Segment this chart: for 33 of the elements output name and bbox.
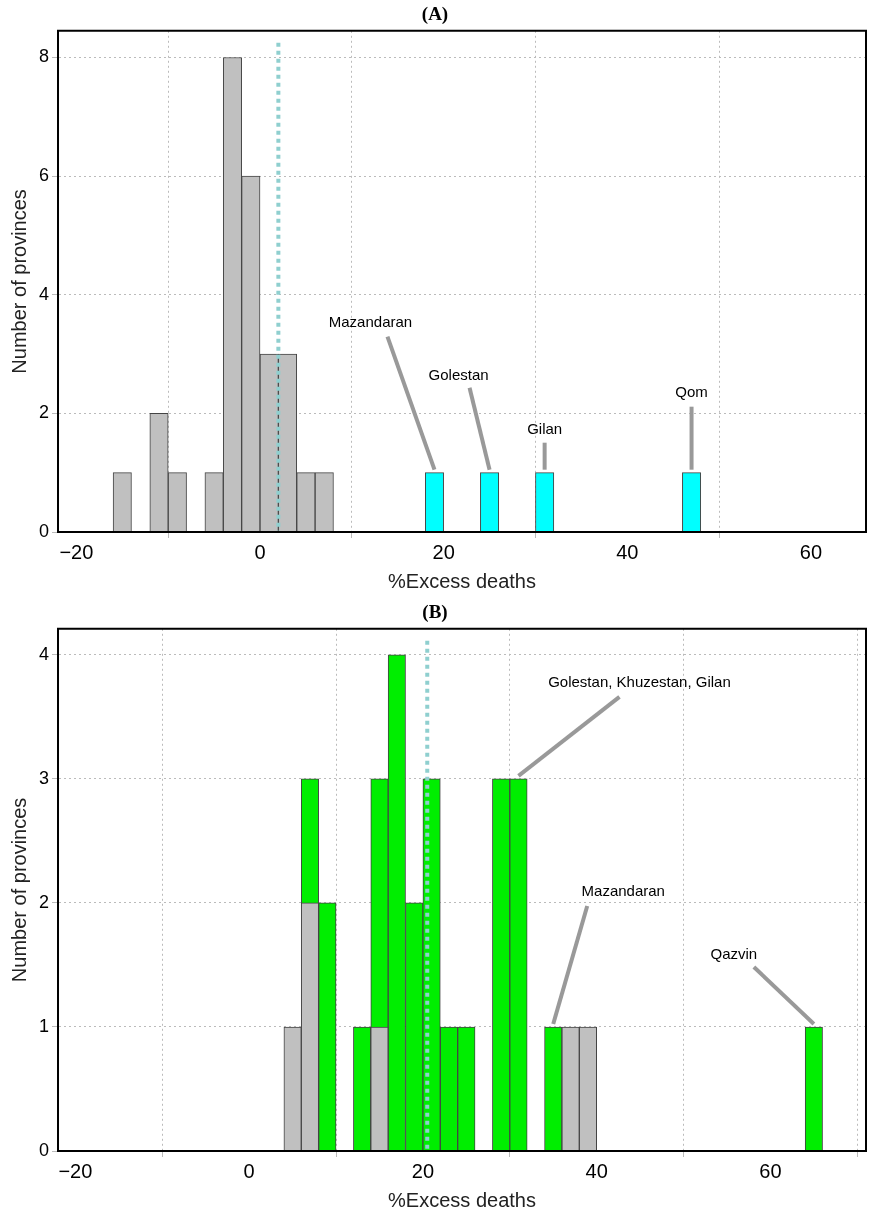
y-tick-label: 0 — [39, 520, 50, 541]
x-tick-label: 40 — [585, 1159, 608, 1182]
chart-title: (A) — [421, 3, 449, 26]
annotation: Golestan, Khuzestan, Gilan — [548, 673, 731, 691]
x-tick-label: 40 — [616, 540, 639, 563]
y-tick-label: 6 — [39, 165, 50, 186]
annotation: Qom — [675, 382, 708, 400]
y-axis-title: Number of provinces — [7, 189, 30, 374]
x-axis-title: %Excess deaths — [388, 569, 536, 592]
annotation: Gilan — [527, 419, 563, 437]
y-tick-label: 4 — [39, 643, 50, 664]
y-tick-label: 0 — [39, 1139, 50, 1160]
y-axis-title: Number of provinces — [7, 797, 30, 983]
y-tick-label: 2 — [39, 891, 50, 912]
x-tick-label: 20 — [411, 1159, 435, 1182]
y-tick-label: 4 — [39, 283, 50, 304]
x-tick-label: 20 — [432, 540, 455, 563]
annotation: Mazandaran — [328, 312, 413, 330]
x-axis-title: %Excess deaths — [388, 1188, 536, 1211]
y-tick-label: 8 — [39, 46, 50, 67]
x-tick-label: −20 — [58, 1159, 93, 1182]
chart-title: (B) — [422, 601, 448, 624]
x-tick-label: 0 — [243, 1159, 255, 1182]
annotation: Qazvin — [710, 945, 758, 963]
x-tick-label: 60 — [799, 540, 823, 563]
annotation: Mazandaran — [581, 882, 665, 900]
y-tick-label: 2 — [39, 402, 50, 423]
y-tick-label: 3 — [39, 767, 50, 788]
annotation: Golestan — [428, 365, 489, 383]
y-tick-label: 1 — [39, 1015, 50, 1036]
x-tick-label: 60 — [759, 1159, 782, 1182]
x-tick-label: −20 — [59, 540, 94, 563]
x-tick-label: 0 — [254, 540, 266, 563]
